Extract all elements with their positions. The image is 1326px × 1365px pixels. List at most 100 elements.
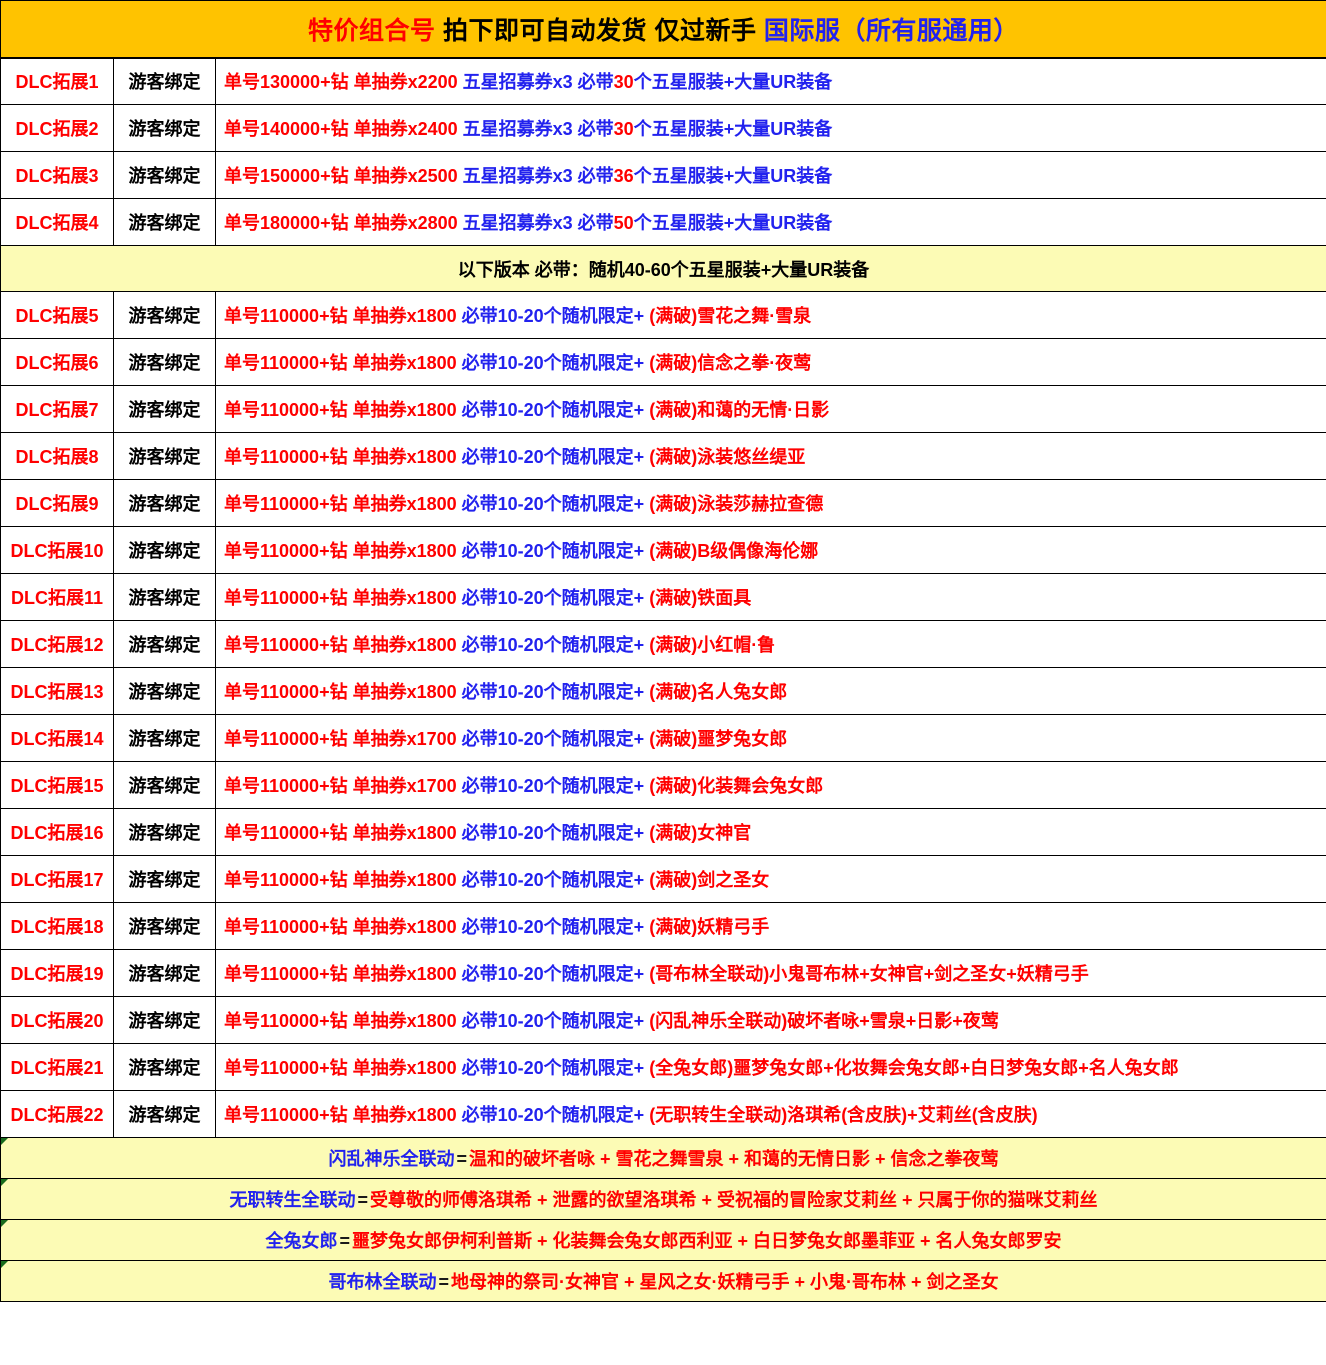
desc-seg-red-1: 单号130000+钻 单抽券x2200: [224, 72, 458, 93]
title-part-promo: 特价组合号: [308, 16, 436, 45]
row-bind-type: 游客绑定: [113, 620, 216, 668]
table-row: DLC拓展10 游客绑定 单号110000+钻 单抽券x1800 必带10-20…: [0, 526, 1326, 574]
table-row: DLC拓展7 游客绑定 单号110000+钻 单抽券x1800 必带10-20个…: [0, 385, 1326, 433]
row-id: DLC拓展11: [0, 573, 114, 621]
row-description: 单号140000+钻 单抽券x2400 五星招募券x3 必带30个五星服装+大量…: [215, 104, 1326, 152]
desc-seg-red-1: 单号140000+钻 单抽券x2400: [224, 119, 458, 139]
table-row: DLC拓展21 游客绑定 单号110000+钻 单抽券x1800 必带10-20…: [0, 1043, 1326, 1091]
desc-seg-red-1: 单号110000+钻 单抽券x1800: [224, 447, 457, 467]
desc-seg-red-2: (无职转生全联动)洛琪希(含皮肤)+艾莉丝(含皮肤): [649, 1105, 1038, 1125]
legend-cell: 哥布林全联动 = 地母神的祭司·女神官 + 星风之女·妖精弓手 + 小鬼·哥布林 +…: [0, 1260, 1326, 1302]
row-id: DLC拓展14: [0, 714, 114, 762]
product-spec-table: 特价组合号 拍下即可自动发货 仅过新手 国际服（所有服通用） DLC拓展1 游客…: [0, 0, 1326, 1302]
row-id: DLC拓展17: [0, 855, 114, 903]
row-bind-type: 游客绑定: [113, 949, 216, 997]
desc-seg-red-2: (满破)雪花之舞·雪泉: [649, 306, 812, 326]
table-body: 特价组合号 拍下即可自动发货 仅过新手 国际服（所有服通用） DLC拓展1 游客…: [0, 0, 1326, 1302]
row-bind-type: 游客绑定: [113, 526, 216, 574]
desc-seg-red-2: (全兔女郎)噩梦兔女郎+化妆舞会兔女郎+白日梦兔女郎+名人兔女郎: [649, 1058, 1179, 1078]
desc-seg-blue-1: 必带10-20个随机限定+: [456, 729, 650, 749]
desc-seg-red-2: (满破)噩梦兔女郎: [649, 729, 788, 749]
title-banner: 特价组合号 拍下即可自动发货 仅过新手 国际服（所有服通用）: [0, 0, 1326, 59]
desc-seg-blue-1: 必带10-20个随机限定+: [456, 447, 650, 467]
desc-seg-blue-2: 个五星服装+大量UR装备: [633, 166, 833, 186]
desc-seg-blue-1: 必带10-20个随机限定+: [456, 635, 650, 655]
desc-seg-blue-1: 必带10-20个随机限定+: [456, 541, 650, 561]
title-part-server: 国际服（所有服通用）: [763, 16, 1019, 45]
table-row: DLC拓展15 游客绑定 单号110000+钻 单抽券x1700 必带10-20…: [0, 761, 1326, 809]
legend-cell: 无职转生全联动 = 受尊敬的师傅洛琪希 + 泄露的欲望洛琪希 + 受祝福的冒险家艾莉…: [0, 1178, 1326, 1220]
row-description: 单号110000+钻 单抽券x1800 必带10-20个随机限定+ (满破)雪花…: [215, 291, 1326, 339]
desc-seg-red-1: 单号110000+钻 单抽券x1700: [224, 776, 457, 796]
row-id: DLC拓展1: [0, 57, 114, 105]
row-bind-type: 游客绑定: [113, 432, 216, 480]
table-row: DLC拓展5 游客绑定 单号110000+钻 单抽券x1800 必带10-20个…: [0, 291, 1326, 339]
legend-cell: 全兔女郎 = 噩梦兔女郎伊柯利普斯 + 化装舞会兔女郎西利亚 + 白日梦兔女郎墨菲亚…: [0, 1219, 1326, 1261]
row-bind-type: 游客绑定: [113, 198, 216, 246]
row-id: DLC拓展3: [0, 151, 114, 199]
row-id: DLC拓展12: [0, 620, 114, 668]
desc-seg-blue-1: 必带10-20个随机限定+: [456, 400, 650, 420]
desc-seg-blue-1: 必带10-20个随机限定+: [456, 776, 650, 796]
row-id: DLC拓展13: [0, 667, 114, 715]
table-row: DLC拓展4 游客绑定 单号180000+钻 单抽券x2800 五星招募券x3 …: [0, 198, 1326, 246]
desc-seg-red-1: 单号110000+钻 单抽券x1800: [224, 588, 457, 608]
table-row: DLC拓展14 游客绑定 单号110000+钻 单抽券x1700 必带10-20…: [0, 714, 1326, 762]
note-separator-row: 以下版本 必带：随机40-60个五星服装+大量UR装备: [0, 245, 1326, 292]
desc-seg-red-1: 单号110000+钻 单抽券x1800: [224, 823, 457, 843]
table-row: DLC拓展1 游客绑定 单号130000+钻 单抽券x2200 五星招募券x3 …: [0, 57, 1326, 105]
row-bind-type: 游客绑定: [113, 714, 216, 762]
desc-seg-red-1: 单号110000+钻 单抽券x1800: [224, 682, 457, 702]
desc-seg-red-2: (满破)小红帽·鲁: [649, 635, 776, 655]
row-id: DLC拓展5: [0, 291, 114, 339]
desc-seg-red-1: 单号110000+钻 单抽券x1800: [224, 870, 457, 890]
row-description: 单号110000+钻 单抽券x1800 必带10-20个随机限定+ (满破)剑之…: [215, 855, 1326, 903]
table-row: DLC拓展19 游客绑定 单号110000+钻 单抽券x1800 必带10-20…: [0, 949, 1326, 997]
row-description: 单号110000+钻 单抽券x1800 必带10-20个随机限定+ (满破)妖精…: [215, 902, 1326, 950]
title-part-detail: 拍下即可自动发货 仅过新手: [443, 16, 757, 45]
desc-seg-red-2: (满破)泳装莎赫拉查德: [649, 494, 824, 514]
row-description: 单号110000+钻 单抽券x1800 必带10-20个随机限定+ (满破)铁面…: [215, 573, 1326, 621]
desc-seg-red-1: 单号110000+钻 单抽券x1800: [224, 306, 457, 326]
desc-seg-blue-2: 个五星服装+大量UR装备: [633, 72, 833, 93]
row-id: DLC拓展20: [0, 996, 114, 1044]
table-row: DLC拓展6 游客绑定 单号110000+钻 单抽券x1800 必带10-20个…: [0, 338, 1326, 386]
table-row: DLC拓展3 游客绑定 单号150000+钻 单抽券x2500 五星招募券x3 …: [0, 151, 1326, 199]
title-space: [756, 17, 763, 45]
desc-seg-red-2: 30: [613, 119, 634, 139]
desc-seg-red-2: (满破)铁面具: [649, 588, 752, 608]
row-bind-type: 游客绑定: [113, 902, 216, 950]
table-row: DLC拓展2 游客绑定 单号140000+钻 单抽券x2400 五星招募券x3 …: [0, 104, 1326, 152]
desc-seg-blue-1: 五星招募券x3 必带: [457, 72, 614, 93]
desc-seg-blue-1: 必带10-20个随机限定+: [456, 1058, 650, 1078]
row-id: DLC拓展15: [0, 761, 114, 809]
desc-seg-blue-1: 必带10-20个随机限定+: [456, 917, 650, 937]
legend-row: 哥布林全联动 = 地母神的祭司·女神官 + 星风之女·妖精弓手 + 小鬼·哥布林 +…: [0, 1260, 1326, 1302]
legend-equals: =: [456, 1149, 467, 1169]
row-description: 单号110000+钻 单抽券x1800 必带10-20个随机限定+ (满破)泳装…: [215, 432, 1326, 480]
legend-value: 噩梦兔女郎伊柯利普斯 + 化装舞会兔女郎西利亚 + 白日梦兔女郎墨菲亚 + 名人…: [351, 1231, 1062, 1251]
title-banner-row: 特价组合号 拍下即可自动发货 仅过新手 国际服（所有服通用）: [0, 0, 1326, 59]
table-row: DLC拓展22 游客绑定 单号110000+钻 单抽券x1800 必带10-20…: [0, 1090, 1326, 1138]
table-row: DLC拓展8 游客绑定 单号110000+钻 单抽券x1800 必带10-20个…: [0, 432, 1326, 480]
desc-seg-red-1: 单号150000+钻 单抽券x2500: [224, 166, 458, 186]
row-id: DLC拓展10: [0, 526, 114, 574]
desc-seg-blue-1: 五星招募券x3 必带: [457, 119, 614, 139]
row-description: 单号130000+钻 单抽券x2200 五星招募券x3 必带30个五星服装+大量…: [215, 57, 1326, 105]
row-id: DLC拓展18: [0, 902, 114, 950]
row-id: DLC拓展22: [0, 1090, 114, 1138]
legend-value: 受尊敬的师傅洛琪希 + 泄露的欲望洛琪希 + 受祝福的冒险家艾莉丝 + 只属于你…: [369, 1190, 1098, 1210]
desc-seg-red-1: 单号110000+钻 单抽券x1800: [224, 1058, 457, 1078]
row-description: 单号110000+钻 单抽券x1800 必带10-20个随机限定+ (满破)和蔼…: [215, 385, 1326, 433]
row-bind-type: 游客绑定: [113, 291, 216, 339]
table-row: DLC拓展13 游客绑定 单号110000+钻 单抽券x1800 必带10-20…: [0, 667, 1326, 715]
desc-seg-red-1: 单号110000+钻 单抽券x1700: [224, 729, 457, 749]
desc-seg-blue-1: 必带10-20个随机限定+: [456, 1105, 650, 1125]
note-text: 以下版本 必带：随机40-60个五星服装+大量UR装备: [0, 245, 1326, 292]
row-description: 单号110000+钻 单抽券x1800 必带10-20个随机限定+ (无职转生全…: [215, 1090, 1326, 1138]
desc-seg-red-1: 单号110000+钻 单抽券x1800: [224, 964, 457, 984]
desc-seg-blue-1: 必带10-20个随机限定+: [456, 306, 650, 326]
legend-name: 闪乱神乐全联动: [328, 1149, 455, 1169]
table-row: DLC拓展20 游客绑定 单号110000+钻 单抽券x1800 必带10-20…: [0, 996, 1326, 1044]
desc-seg-blue-1: 必带10-20个随机限定+: [456, 494, 650, 514]
